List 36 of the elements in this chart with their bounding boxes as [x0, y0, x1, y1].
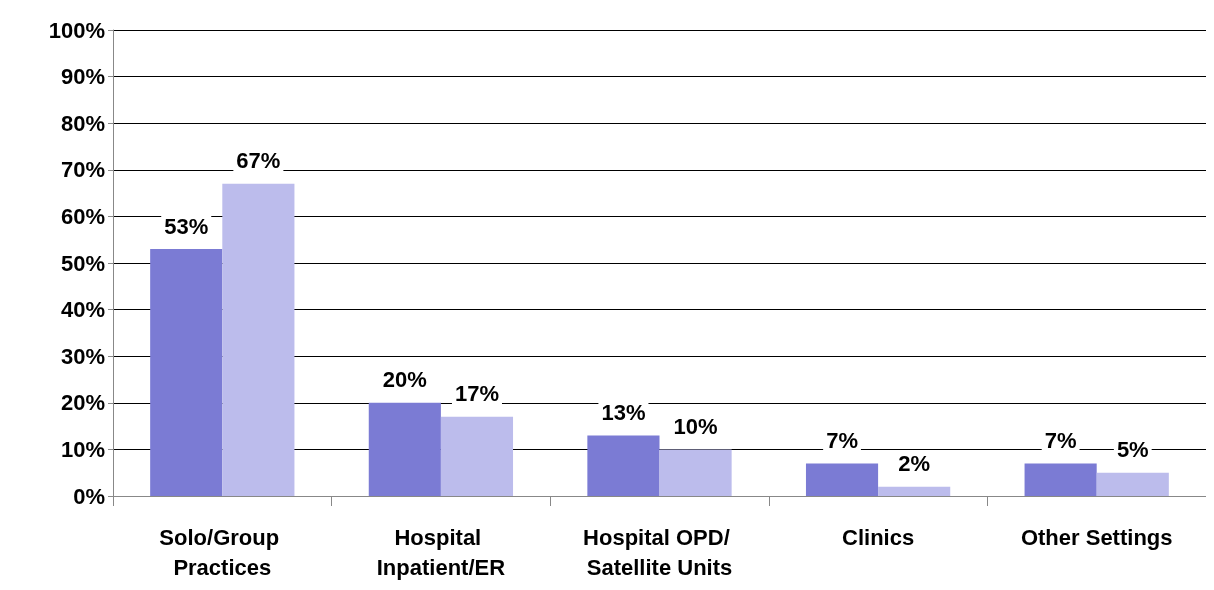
y-tick-label: 70% — [60, 157, 105, 183]
y-tick-label: 40% — [60, 297, 105, 323]
y-tick-label: 30% — [60, 343, 105, 369]
bar — [805, 463, 879, 496]
bar — [659, 449, 732, 496]
y-tick-label: 0% — [73, 483, 105, 509]
data-label: 7% — [1044, 427, 1077, 453]
data-label: 67% — [236, 148, 281, 174]
bar — [1024, 463, 1097, 496]
data-label: 7% — [826, 427, 858, 453]
bar — [440, 416, 514, 496]
y-tick-label: 50% — [60, 250, 105, 276]
x-tick-label: Hospital OPD/ Satellite Units — [583, 524, 736, 580]
bar — [368, 402, 441, 496]
x-tick-label: Clinics — [842, 524, 915, 550]
data-label: 17% — [454, 381, 499, 407]
x-tick-label: Other Settings — [1020, 524, 1173, 550]
bar — [150, 249, 223, 496]
data-label: 2% — [898, 451, 931, 477]
y-tick-label: 80% — [60, 110, 105, 136]
data-label: 13% — [601, 399, 646, 425]
bar — [587, 435, 660, 496]
y-tick-label: 90% — [60, 64, 105, 90]
data-label: 53% — [164, 213, 209, 239]
data-label: 20% — [382, 367, 427, 393]
x-tick-label: Hospital Inpatient/ER — [376, 524, 506, 580]
y-tick-label: 20% — [60, 390, 105, 416]
x-tick-label: Solo/Group Practices — [159, 524, 286, 580]
y-tick-label: 60% — [60, 203, 105, 229]
bar — [222, 183, 295, 496]
bar — [878, 486, 951, 496]
y-tick-label: 10% — [60, 436, 105, 462]
y-tick-label: 100% — [48, 17, 105, 43]
bar — [1096, 472, 1169, 496]
data-label: 5% — [1116, 437, 1149, 463]
data-label: 10% — [673, 413, 718, 439]
